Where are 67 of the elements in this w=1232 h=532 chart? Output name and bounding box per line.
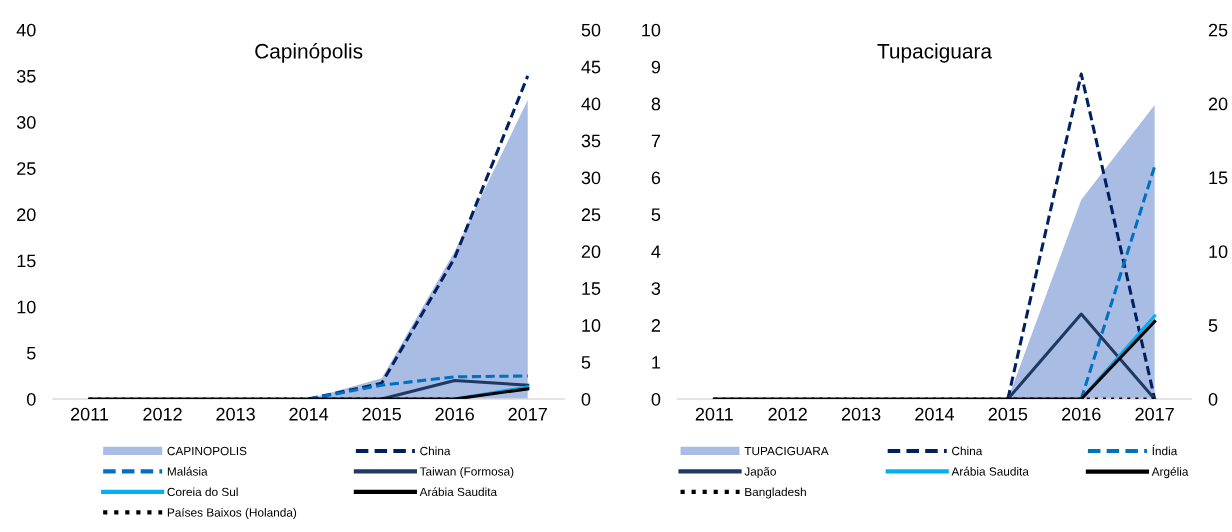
y2-tick-label: 0 xyxy=(581,392,591,406)
y2-tick-label: 20 xyxy=(1208,97,1228,111)
x-tick-label: 2015 xyxy=(988,407,1028,421)
y2-tick-label: 0 xyxy=(1208,392,1218,406)
legend-label: China xyxy=(952,446,983,456)
x-tick-label: 2011 xyxy=(70,407,109,421)
y-tick-label: 8 xyxy=(651,97,661,111)
y-tick-label: 2 xyxy=(651,319,661,332)
y-tick-label: 1 xyxy=(652,356,661,369)
y2-tick-label: 15 xyxy=(1209,171,1228,185)
y-tick-label: 40 xyxy=(16,23,36,37)
y-tick-label: 5 xyxy=(651,208,661,222)
y2-tick-label: 35 xyxy=(581,134,601,148)
y-tick-label: 10 xyxy=(17,300,36,314)
y-tick-label: 7 xyxy=(651,134,661,148)
y-tick-label: 6 xyxy=(651,171,661,185)
x-tick-label: 2012 xyxy=(143,407,182,421)
y2-tick-label: 25 xyxy=(581,208,601,222)
x-tick-label: 2011 xyxy=(695,407,733,421)
x-tick-label: 2013 xyxy=(216,407,255,421)
y-tick-label: 4 xyxy=(651,245,661,258)
y2-tick-label: 40 xyxy=(581,97,601,111)
x-tick-label: 2017 xyxy=(508,407,547,421)
y-tick-label: 3 xyxy=(651,282,661,295)
y2-tick-label: 15 xyxy=(582,282,601,295)
x-tick-label: 2016 xyxy=(435,407,474,421)
y-tick-label: 35 xyxy=(16,69,36,83)
legend-label: China xyxy=(420,446,451,456)
y2-tick-label: 20 xyxy=(581,245,601,259)
legend-label: Coreia do Sul xyxy=(167,487,238,497)
x-tick-label: 2014 xyxy=(289,407,329,421)
y-tick-label: 15 xyxy=(17,254,36,268)
y-tick-label: 10 xyxy=(642,23,661,37)
y-tick-label: 25 xyxy=(17,162,36,175)
legend-label: Japão xyxy=(744,467,776,478)
y-tick-label: 0 xyxy=(651,392,661,406)
legend-label: Países Baixos (Holanda) xyxy=(167,507,297,520)
y2-tick-label: 5 xyxy=(1208,319,1218,332)
y-tick-label: 5 xyxy=(26,346,36,360)
x-tick-label: 2013 xyxy=(841,407,881,421)
y2-tick-label: 10 xyxy=(1209,245,1228,259)
text: Tupaciguara xyxy=(877,43,992,63)
x-tick-label: 2012 xyxy=(768,407,807,421)
x-tick-label: 2015 xyxy=(362,407,401,421)
legend-label: Malásia xyxy=(167,466,208,476)
y2-tick-label: 30 xyxy=(581,171,601,185)
x-tick-label: 2016 xyxy=(1062,407,1101,421)
y2-tick-label: 45 xyxy=(581,60,601,74)
y2-tick-label: 25 xyxy=(1208,23,1228,37)
legend-label: Arábia Saudita xyxy=(419,487,498,497)
y-tick-label: 9 xyxy=(651,60,661,74)
legend-label: TUPACIGUARA xyxy=(744,446,829,456)
x-tick-label: 2017 xyxy=(1135,407,1174,421)
legend-label: CAPINOPOLIS xyxy=(167,446,247,456)
y2-tick-label: 10 xyxy=(582,319,601,332)
legend-label: Índia xyxy=(1152,444,1178,456)
x-tick-label: 2014 xyxy=(915,407,955,421)
legend-label: Taiwan (Formosa) xyxy=(419,467,514,478)
legend-label: Argélia xyxy=(1151,467,1189,479)
y-tick-label: 20 xyxy=(17,208,36,222)
text: Capinópolis xyxy=(255,43,363,63)
y2-tick-label: 50 xyxy=(581,23,601,37)
legend-label: Arábia Saudita xyxy=(951,466,1029,476)
legend-label: Bangladesh xyxy=(745,487,806,499)
y2-tick-label: 5 xyxy=(581,356,591,369)
y-tick-label: 30 xyxy=(16,116,36,129)
y-tick-label: 0 xyxy=(26,392,36,406)
